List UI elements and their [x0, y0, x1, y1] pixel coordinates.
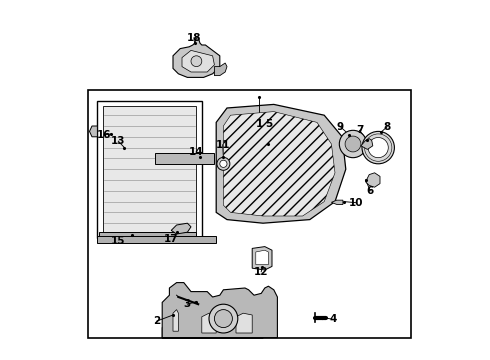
Polygon shape	[173, 310, 178, 331]
Circle shape	[362, 131, 394, 164]
Text: 13: 13	[111, 136, 125, 146]
Text: 8: 8	[384, 122, 391, 132]
Text: 4: 4	[329, 314, 337, 324]
Text: 10: 10	[348, 198, 363, 208]
Text: 12: 12	[254, 267, 269, 277]
Circle shape	[217, 157, 230, 170]
Polygon shape	[103, 106, 196, 232]
Polygon shape	[173, 38, 220, 77]
Polygon shape	[252, 247, 272, 270]
Polygon shape	[223, 112, 335, 216]
Polygon shape	[361, 139, 373, 149]
Polygon shape	[202, 313, 216, 333]
Polygon shape	[215, 63, 227, 76]
Polygon shape	[98, 101, 202, 238]
Polygon shape	[98, 236, 216, 243]
Polygon shape	[331, 200, 343, 204]
Text: 7: 7	[356, 125, 363, 135]
Text: 3: 3	[184, 299, 191, 309]
Circle shape	[368, 138, 388, 158]
Text: 16: 16	[97, 130, 111, 140]
Polygon shape	[155, 153, 215, 164]
Circle shape	[191, 56, 202, 67]
Text: 17: 17	[164, 234, 178, 244]
Bar	[88, 90, 411, 338]
Polygon shape	[366, 173, 380, 187]
Text: 1: 1	[256, 119, 263, 129]
Polygon shape	[99, 232, 196, 238]
Polygon shape	[236, 313, 252, 333]
Text: 18: 18	[187, 33, 201, 43]
Text: 9: 9	[337, 122, 344, 132]
Circle shape	[215, 310, 232, 328]
Polygon shape	[90, 126, 98, 137]
Polygon shape	[162, 283, 277, 338]
Text: 11: 11	[216, 140, 230, 150]
Circle shape	[339, 130, 367, 158]
Polygon shape	[216, 104, 346, 223]
Polygon shape	[256, 250, 269, 265]
Circle shape	[220, 160, 227, 167]
Circle shape	[345, 136, 361, 152]
Text: 2: 2	[153, 316, 160, 326]
Polygon shape	[182, 50, 215, 72]
Circle shape	[209, 304, 238, 333]
Text: 14: 14	[189, 147, 204, 157]
Text: 6: 6	[367, 186, 374, 196]
Text: 15: 15	[111, 236, 125, 246]
Text: 5: 5	[265, 119, 272, 129]
Polygon shape	[171, 223, 191, 234]
Polygon shape	[162, 297, 263, 338]
